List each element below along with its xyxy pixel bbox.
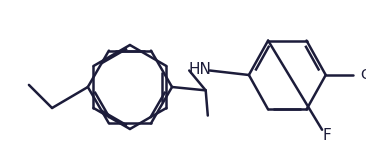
Text: HN: HN: [188, 62, 211, 77]
Text: CH₃: CH₃: [361, 68, 366, 82]
Text: F: F: [322, 128, 331, 142]
